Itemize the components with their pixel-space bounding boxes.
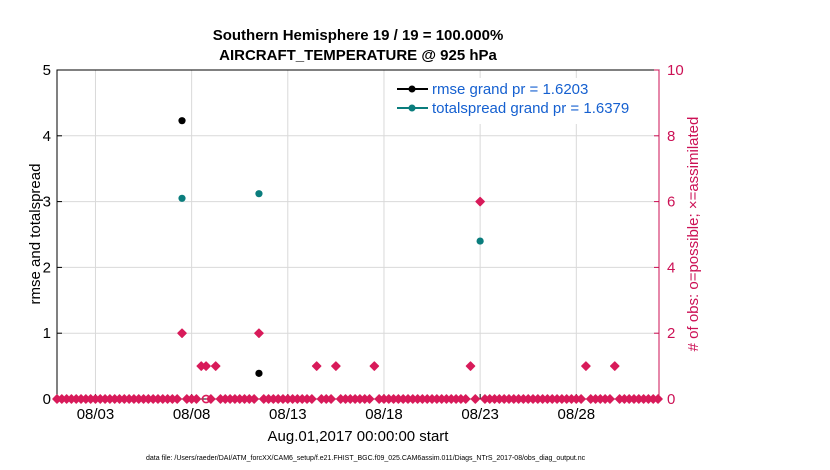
legend-spread-marker [408, 104, 416, 112]
legend-spread-label: totalspread grand pr = 1.6379 [432, 100, 629, 117]
y-right-tick-label: 6 [667, 194, 675, 211]
x-tick-label: 08/13 [269, 406, 307, 423]
obs-assimilated-point [172, 394, 183, 404]
y-left-tick-label: 4 [43, 128, 51, 145]
obs-assimilated-point [254, 328, 264, 338]
obs-assimilated-point [609, 361, 620, 371]
spread-point [476, 237, 484, 245]
chart-subtitle: AIRCRAFT_TEMPERATURE @ 925 hPa [219, 47, 497, 64]
rmse-point [178, 117, 186, 125]
y-left-tick-label: 2 [43, 259, 51, 276]
spread-point [178, 194, 186, 202]
x-axis-label: Aug.01,2017 00:00:00 start [268, 428, 450, 445]
obs-series [52, 196, 663, 404]
obs-assimilated-point [465, 361, 476, 371]
x-tick-label: 08/18 [365, 406, 403, 423]
x-tick-label: 08/28 [558, 406, 596, 423]
obs-assimilated-point [581, 361, 591, 371]
obs-assimilated-point [475, 196, 485, 207]
obs-possible-point [201, 394, 211, 404]
legend-rmse-label: rmse grand pr = 1.6203 [432, 81, 588, 98]
y-axis-left-label: rmse and totalspread [27, 164, 44, 305]
chart-title: Southern Hemisphere 19 / 19 = 100.000% [213, 27, 504, 44]
obs-assimilated-point [470, 394, 481, 404]
y-axis-right-label: # of obs: o=possible; ×=assimilated [685, 117, 702, 352]
y-right-tick-label: 0 [667, 391, 675, 408]
spread-point [255, 190, 263, 198]
x-tick-label: 08/03 [77, 406, 115, 423]
obs-assimilated-point [364, 394, 375, 404]
obs-assimilated-point [653, 394, 663, 404]
x-tick-label: 08/08 [173, 406, 211, 423]
obs-assimilated-point [326, 394, 336, 404]
x-axis: 08/03 08/08 08/13 08/18 08/23 08/28 [77, 394, 595, 423]
legend: rmse grand pr = 1.6203 totalspread grand… [393, 78, 653, 124]
obs-assimilated-point [460, 394, 471, 404]
obs-assimilated-point [210, 361, 221, 371]
rmse-point [255, 369, 263, 377]
y-left-tick-label: 5 [43, 62, 51, 79]
obs-assimilated-point [307, 394, 317, 404]
obs-assimilated-point [249, 394, 259, 404]
y-left-tick-label: 1 [43, 325, 51, 342]
legend-box [393, 78, 653, 124]
obs-assimilated-point [576, 394, 586, 404]
obs-assimilated-point [331, 361, 341, 371]
obs-assimilated-point [605, 394, 615, 404]
obs-assimilated-point [191, 394, 202, 404]
y-left-tick-label: 0 [43, 391, 51, 408]
rmse-series [178, 117, 263, 377]
y-axis-right: 0 2 4 6 8 10 [654, 62, 684, 408]
x-tick-label: 08/23 [461, 406, 499, 423]
totalspread-series [178, 190, 484, 245]
obs-assimilated-point [369, 361, 380, 371]
y-left-tick-label: 3 [43, 194, 51, 211]
obs-assimilated-point [311, 361, 322, 371]
y-axis-left: 0 1 2 3 4 5 [43, 62, 62, 408]
legend-rmse-marker [408, 85, 416, 93]
footer-data-file: data file: /Users/raeder/DAI/ATM_forcXX/… [146, 455, 586, 462]
y-right-tick-label: 2 [667, 325, 675, 342]
obs-assimilated-point [201, 361, 211, 371]
y-right-tick-label: 8 [667, 128, 675, 145]
y-right-tick-label: 4 [667, 259, 675, 276]
grid-lines [57, 70, 659, 399]
y-right-tick-label: 10 [667, 62, 684, 79]
obs-assimilated-point [177, 328, 187, 338]
